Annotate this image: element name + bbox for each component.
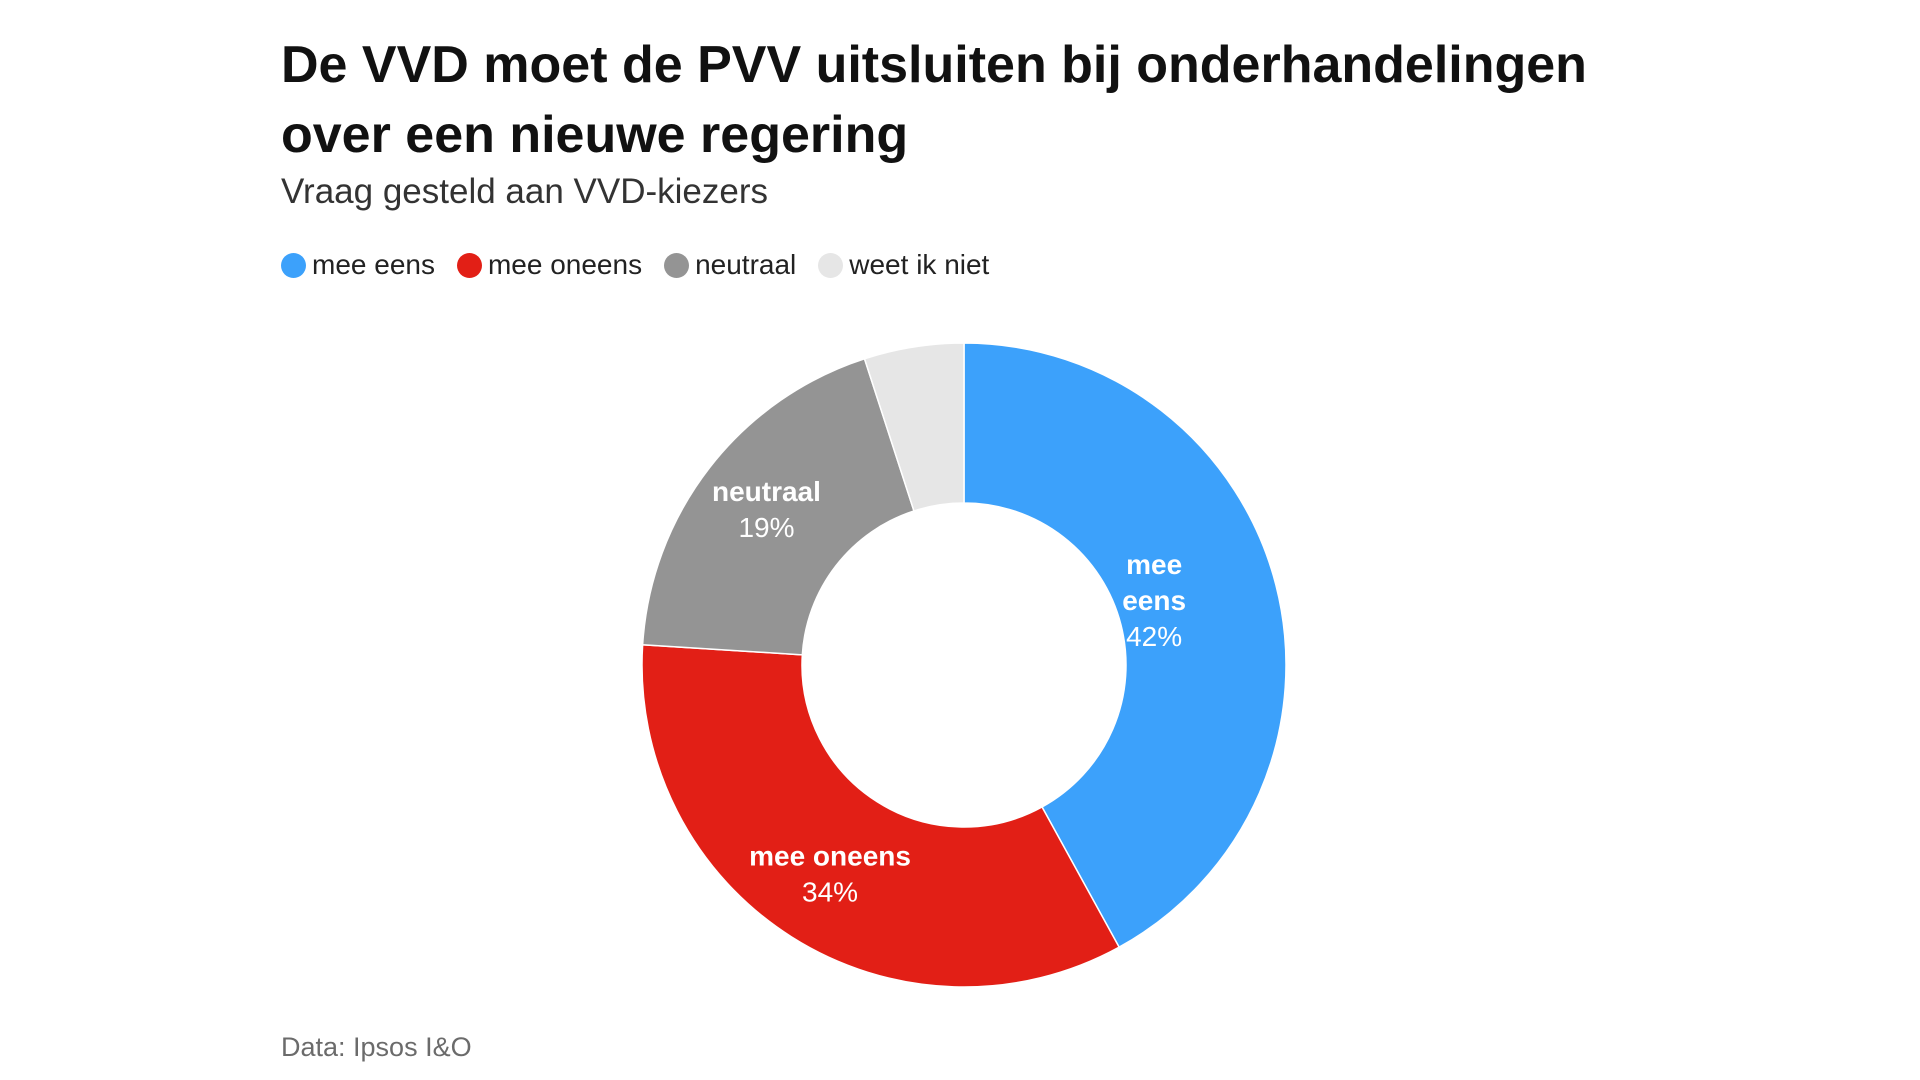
data-source: Data: Ipsos I&O bbox=[281, 1032, 472, 1062]
legend-label-mee-oneens: mee oneens bbox=[487, 249, 643, 280]
legend-label-neutraal: neutraal bbox=[695, 249, 797, 280]
donut-slice-mee-eens bbox=[963, 342, 1287, 949]
slice-label-mee-eens: mee eens 42% bbox=[1122, 549, 1186, 652]
legend-swatch-neutraal bbox=[664, 252, 690, 278]
chart-legend: mee eens mee oneens neutraal weet ik nie… bbox=[281, 247, 989, 283]
legend-swatch-mee-oneens bbox=[456, 252, 482, 278]
slice-label-neutraal: neutraal 19% bbox=[712, 476, 821, 543]
slice-value-neutraal: 19% bbox=[738, 512, 794, 543]
slice-name-mee-oneens-0: mee oneens bbox=[749, 840, 911, 871]
donut-slice-mee-oneens bbox=[641, 643, 1121, 988]
chart-subtitle: Vraag gesteld aan VVD-kiezers bbox=[281, 172, 769, 211]
slice-value-mee-eens: 42% bbox=[1126, 621, 1182, 652]
legend-item-mee-oneens: mee oneens bbox=[456, 247, 643, 283]
legend-swatch-mee-eens bbox=[281, 252, 306, 278]
legend-swatch-weet-ik-niet bbox=[818, 252, 844, 278]
legend-label-mee-eens: mee eens bbox=[312, 249, 435, 280]
slice-name-neutraal-0: neutraal bbox=[712, 476, 821, 507]
chart-title: De VVD moet de PVV uitsluiten bij onderh… bbox=[281, 36, 1587, 164]
legend-label-weet-ik-niet: weet ik niet bbox=[849, 249, 990, 280]
legend-item-mee-eens: mee eens bbox=[281, 247, 435, 283]
slice-value-mee-oneens: 34% bbox=[802, 876, 858, 907]
slice-name-mee-eens-0: mee bbox=[1126, 549, 1182, 580]
donut-slice-neutraal bbox=[641, 357, 915, 656]
slice-name-mee-eens-1: eens bbox=[1122, 585, 1186, 616]
slice-label-mee-oneens: mee oneens 34% bbox=[749, 840, 911, 907]
donut-slice-weet-ik-niet bbox=[863, 342, 965, 512]
legend-item-neutraal: neutraal bbox=[664, 247, 796, 283]
legend-item-weet-ik-niet: weet ik niet bbox=[818, 247, 989, 283]
